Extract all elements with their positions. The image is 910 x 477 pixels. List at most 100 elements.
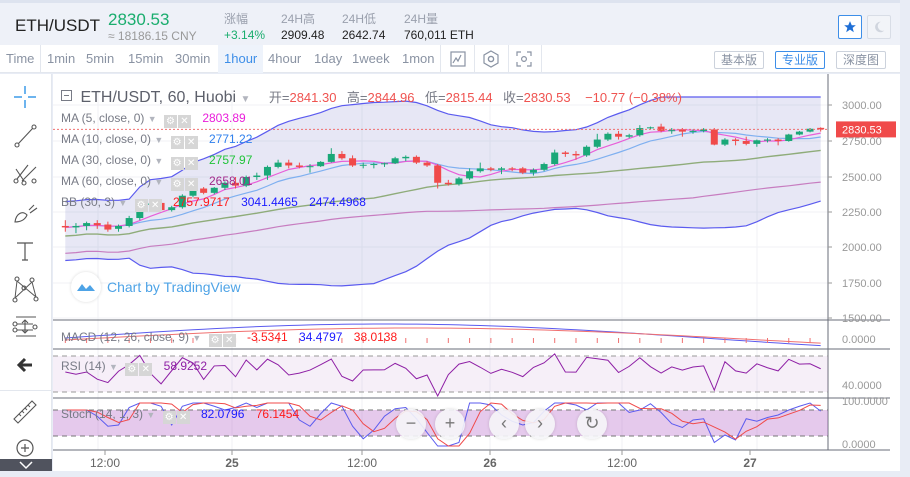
tradingview-logo-icon	[71, 272, 101, 302]
indicator-value: 38.0138	[353, 330, 398, 344]
depth-chart-button[interactable]: 深度图	[836, 51, 887, 69]
chevron-down-icon[interactable]: ▼	[147, 114, 157, 124]
svg-text:12:00: 12:00	[347, 456, 377, 470]
tab-4hour[interactable]: 4hour	[268, 51, 302, 66]
close-icon[interactable]: ✕	[184, 178, 198, 191]
tab-1mon[interactable]: 1mon	[402, 51, 435, 66]
chart-title-row: ETH/USDT, 60, Huobi ▼ 开=2841.30 高=2844.9…	[61, 87, 682, 107]
tab-1week[interactable]: 1week	[352, 51, 390, 66]
close-icon[interactable]: ✕	[177, 115, 191, 128]
theme-toggle-button[interactable]	[867, 15, 891, 39]
scroll-right-button[interactable]: ›	[525, 409, 555, 439]
indicator-value: 58.9252	[163, 359, 208, 373]
indicator-value: 82.0796	[201, 407, 245, 421]
tab-15min[interactable]: 15min	[128, 51, 164, 66]
stat-label: 24H量	[404, 12, 439, 26]
zoom-out-button[interactable]: −	[396, 409, 426, 439]
scroll-left-button[interactable]: ‹	[489, 409, 519, 439]
chart-area[interactable]: 3000.00 2750.00 2500.00 2250.00 2000.00 1750.…	[53, 74, 900, 471]
indicator-name: MA (10, close, 0)	[61, 132, 152, 146]
tab-5min[interactable]: 5min	[86, 51, 115, 66]
close-icon[interactable]: ✕	[222, 334, 236, 347]
chevron-down-icon	[19, 461, 33, 470]
legend-ma5[interactable]: MA (5, close, 0) ▼ ⚙ ✕ 2803.89	[61, 111, 246, 128]
crosshair-icon[interactable]	[10, 82, 40, 112]
text-icon[interactable]	[10, 236, 40, 266]
measure-icon[interactable]	[10, 312, 40, 342]
collapse-legend-icon[interactable]	[61, 90, 72, 101]
indicator-value: 34.4797	[299, 330, 343, 344]
legend-bb[interactable]: BB (30, 3) ▼ ⚙ ✕ 2757.9717 3041.4465 2474…	[61, 195, 366, 212]
indicator-value: 2658.01	[209, 174, 253, 188]
zoom-in-button[interactable]: +	[435, 409, 465, 439]
change-value: −10.77 (−0.38%)	[585, 90, 682, 105]
gear-icon[interactable]: ⚙	[208, 334, 222, 347]
legend-ma30[interactable]: MA (30, close, 0) ▼ ⚙ ✕ 2757.97	[61, 153, 252, 170]
close-icon[interactable]: ✕	[184, 157, 198, 170]
collapse-toolbar-button[interactable]	[0, 459, 52, 471]
ruler-icon[interactable]	[10, 397, 40, 427]
indicator-name: RSI (14)	[61, 359, 106, 373]
chevron-down-icon[interactable]: ▼	[146, 410, 156, 420]
legend-macd[interactable]: MACD (12, 26, close, 9) ▼ ⚙ ✕ -3.5341 34.…	[61, 330, 397, 347]
legend-rsi[interactable]: RSI (14) ▼ ⚙ ✕ 58.9252	[61, 359, 207, 376]
svg-text:25: 25	[225, 456, 239, 470]
chevron-down-icon[interactable]: ▼	[109, 362, 118, 372]
brush-icon[interactable]	[10, 198, 40, 228]
svg-text:12:00: 12:00	[607, 456, 637, 470]
chevron-down-icon[interactable]: ▼	[192, 333, 202, 343]
legend-stoch[interactable]: Stoch (14, 1, 3) ▼ ⚙ ✕ 82.0796 76.1454	[61, 407, 299, 424]
cny-price: ≈ 18186.15 CNY	[108, 29, 197, 43]
chevron-down-icon[interactable]: ▼	[154, 135, 164, 145]
star-icon	[844, 21, 856, 33]
trend-line-icon[interactable]	[10, 121, 40, 151]
close-label: 收=	[503, 90, 524, 105]
chevron-down-icon[interactable]: ▼	[118, 198, 128, 208]
divider	[40, 45, 41, 73]
chevron-down-icon[interactable]: ▼	[154, 177, 164, 187]
moon-icon	[875, 21, 885, 33]
basic-version-button[interactable]: 基本版	[714, 51, 765, 69]
gear-icon[interactable]: ⚙	[125, 363, 139, 376]
low-value: 2815.44	[445, 90, 493, 105]
indicator-value: 2474.4968	[309, 195, 366, 209]
pro-version-button[interactable]: 专业版	[775, 51, 826, 69]
indicator-name: MA (30, close, 0)	[61, 153, 152, 167]
close-icon[interactable]: ✕	[184, 136, 198, 149]
settings-icon[interactable]	[481, 49, 501, 69]
svg-text:26: 26	[483, 456, 497, 470]
close-icon[interactable]: ✕	[139, 363, 153, 376]
reset-chart-button[interactable]: ↻	[577, 409, 607, 439]
back-arrow-icon[interactable]	[10, 350, 40, 380]
tab-1hour[interactable]: 1hour	[218, 45, 264, 73]
tab-1min[interactable]: 1min	[47, 51, 76, 66]
favorite-button[interactable]	[838, 15, 862, 39]
gear-icon[interactable]: ⚙	[170, 136, 184, 149]
chevron-down-icon[interactable]: ▼	[154, 156, 164, 166]
close-icon[interactable]: ✕	[148, 199, 162, 212]
tab-time[interactable]: Time	[6, 51, 35, 66]
high-value: 2844.96	[367, 90, 415, 105]
pair-name: ETH/USDT	[15, 16, 100, 35]
close-icon[interactable]: ✕	[176, 411, 190, 424]
tradingview-watermark[interactable]: Chart by TradingView	[71, 272, 241, 302]
svg-text:27: 27	[743, 456, 757, 470]
gear-icon[interactable]: ⚙	[162, 411, 176, 424]
tab-30min[interactable]: 30min	[175, 51, 211, 66]
pitchfork-icon[interactable]	[10, 159, 40, 189]
pattern-icon[interactable]	[10, 274, 40, 304]
legend-ma10[interactable]: MA (10, close, 0) ▼ ⚙ ✕ 2771.22	[61, 132, 252, 149]
drawing-toolbar	[0, 74, 52, 471]
gear-icon[interactable]: ⚙	[170, 178, 184, 191]
tab-1day[interactable]: 1day	[314, 51, 343, 66]
zoom-in-icon[interactable]	[10, 434, 40, 464]
gear-icon[interactable]: ⚙	[163, 115, 177, 128]
gear-icon[interactable]: ⚙	[134, 199, 148, 212]
svg-text:0.0000: 0.0000	[842, 334, 876, 346]
fullscreen-icon[interactable]	[514, 49, 534, 69]
indicator-icon[interactable]	[448, 49, 468, 69]
legend-ma60[interactable]: MA (60, close, 0) ▼ ⚙ ✕ 2658.01	[61, 174, 252, 191]
gear-icon[interactable]: ⚙	[170, 157, 184, 170]
stat-24h-volume: 24H量 760,011 ETH	[404, 10, 474, 42]
chevron-down-icon[interactable]: ▼	[240, 94, 251, 105]
